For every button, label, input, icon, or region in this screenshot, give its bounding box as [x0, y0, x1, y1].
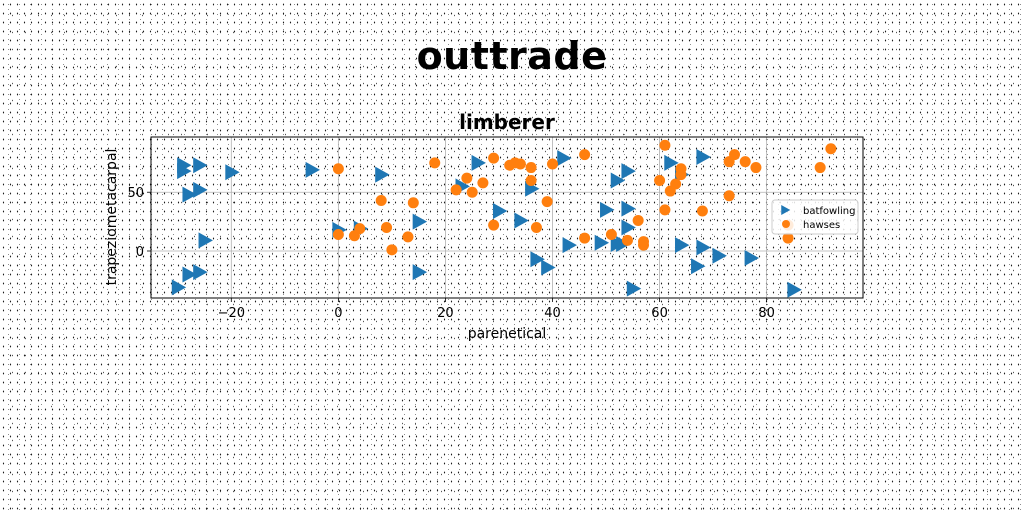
point-batfowling: [600, 201, 615, 218]
x-tick-label: 20: [437, 306, 454, 321]
point-batfowling: [193, 264, 208, 281]
legend-marker-hawses: [782, 220, 790, 228]
point-hawses: [670, 178, 682, 190]
point-hawses: [386, 244, 398, 256]
x-tick-label: 40: [544, 306, 561, 321]
point-batfowling: [557, 150, 572, 167]
point-hawses: [579, 232, 591, 244]
point-batfowling: [225, 164, 240, 181]
point-hawses: [696, 205, 708, 217]
point-hawses: [514, 158, 526, 170]
point-hawses: [541, 196, 553, 208]
legend-markers: [781, 205, 791, 228]
point-hawses: [466, 186, 478, 198]
point-hawses: [579, 149, 591, 161]
point-hawses: [461, 172, 473, 184]
point-batfowling: [530, 251, 545, 268]
point-batfowling: [177, 163, 192, 180]
legend-box: [771, 199, 859, 235]
point-batfowling: [712, 247, 727, 264]
x-tick-label: 60: [651, 306, 668, 321]
y-tick-label: 0: [136, 245, 144, 260]
point-batfowling: [198, 232, 213, 249]
legend: batfowling hawses: [771, 199, 859, 235]
point-hawses: [814, 162, 826, 174]
point-hawses: [488, 152, 500, 164]
point-hawses: [621, 234, 633, 246]
point-batfowling: [664, 154, 679, 171]
point-batfowling: [514, 212, 529, 229]
point-batfowling: [621, 219, 636, 236]
point-hawses: [659, 204, 671, 216]
point-hawses: [354, 223, 366, 235]
point-hawses: [525, 174, 537, 186]
point-batfowling: [171, 279, 187, 296]
figure-title: outtrade: [416, 34, 608, 78]
point-hawses: [723, 190, 735, 202]
point-hawses: [638, 236, 650, 248]
point-hawses: [750, 162, 762, 174]
point-batfowling: [193, 181, 208, 198]
point-batfowling: [594, 234, 610, 251]
point-batfowling: [696, 148, 711, 165]
x-tick-label: 0: [334, 306, 342, 321]
point-hawses: [675, 163, 687, 175]
legend-label-batfowling: batfowling: [803, 206, 855, 217]
chart-title: limberer: [459, 110, 555, 134]
point-batfowling: [193, 157, 208, 174]
axis-ticks: −20 0 20 40 60 80 0 50: [127, 186, 774, 321]
point-batfowling: [305, 161, 321, 178]
point-batfowling: [696, 239, 711, 256]
point-hawses: [825, 143, 837, 155]
point-batfowling: [471, 154, 486, 171]
x-tick-label: −20: [218, 306, 245, 321]
point-hawses: [739, 156, 751, 168]
point-hawses: [488, 219, 500, 231]
point-batfowling: [182, 186, 197, 203]
plot-frame: [150, 136, 864, 299]
point-hawses: [729, 149, 741, 161]
point-hawses: [381, 221, 393, 233]
point-hawses: [632, 214, 644, 226]
point-batfowling: [375, 166, 390, 183]
point-batfowling: [492, 203, 508, 220]
point-batfowling: [541, 259, 556, 276]
point-batfowling: [412, 264, 428, 281]
point-hawses: [654, 174, 666, 186]
point-batfowling: [412, 213, 428, 230]
point-batfowling: [610, 172, 626, 189]
legend-label-hawses: hawses: [803, 220, 840, 231]
point-hawses: [450, 184, 462, 196]
point-hawses: [782, 232, 794, 244]
point-batfowling: [621, 163, 636, 180]
point-hawses: [659, 139, 671, 151]
point-hawses: [332, 163, 344, 175]
point-hawses: [332, 229, 344, 241]
x-axis-label: parenetical: [468, 326, 547, 342]
point-batfowling: [626, 280, 642, 297]
y-axis-label: trapeziometacarpal: [104, 149, 120, 286]
x-tick-label: 80: [758, 306, 775, 321]
point-hawses: [429, 157, 441, 169]
point-batfowling: [744, 250, 759, 267]
point-batfowling: [691, 258, 706, 275]
grid-lines: [151, 137, 863, 298]
point-hawses: [375, 194, 387, 206]
point-batfowling: [182, 266, 197, 283]
point-hawses: [530, 221, 542, 233]
point-batfowling: [562, 237, 577, 254]
point-batfowling: [674, 237, 690, 254]
point-hawses: [605, 229, 617, 241]
y-tick-label: 50: [127, 186, 144, 201]
point-hawses: [402, 231, 414, 243]
point-hawses: [407, 197, 419, 209]
point-hawses: [477, 177, 489, 189]
point-batfowling: [621, 200, 636, 217]
point-hawses: [525, 162, 537, 174]
point-batfowling: [787, 281, 802, 298]
point-hawses: [547, 158, 559, 170]
data-markers: [171, 139, 837, 298]
legend-marker-batfowling: [781, 205, 791, 215]
